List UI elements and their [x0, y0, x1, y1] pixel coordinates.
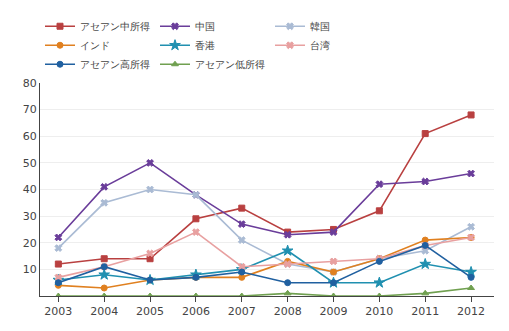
svg-text:60: 60 — [23, 130, 37, 143]
svg-text:香港: 香港 — [195, 40, 215, 51]
svg-text:アセアン低所得: アセアン低所得 — [195, 59, 265, 70]
svg-text:80: 80 — [23, 77, 37, 90]
svg-text:インド: インド — [80, 40, 110, 51]
svg-text:アセアン中所得: アセアン中所得 — [80, 21, 150, 32]
svg-text:2003: 2003 — [44, 305, 72, 318]
svg-text:50: 50 — [23, 157, 37, 170]
svg-text:2009: 2009 — [319, 305, 347, 318]
svg-text:30: 30 — [23, 210, 37, 223]
svg-text:中国: 中国 — [195, 21, 215, 32]
svg-text:70: 70 — [23, 103, 37, 116]
svg-text:2011: 2011 — [411, 305, 439, 318]
svg-text:台湾: 台湾 — [310, 40, 330, 51]
svg-text:2006: 2006 — [182, 305, 210, 318]
svg-text:2008: 2008 — [274, 305, 302, 318]
svg-text:20: 20 — [23, 237, 37, 250]
svg-text:10: 10 — [23, 263, 37, 276]
svg-text:2004: 2004 — [90, 305, 118, 318]
svg-text:2007: 2007 — [228, 305, 256, 318]
svg-text:2005: 2005 — [136, 305, 164, 318]
svg-text:2010: 2010 — [365, 305, 393, 318]
svg-text:2012: 2012 — [457, 305, 485, 318]
svg-text:韓国: 韓国 — [310, 21, 330, 32]
svg-text:アセアン高所得: アセアン高所得 — [80, 59, 150, 70]
svg-text:40: 40 — [23, 183, 37, 196]
